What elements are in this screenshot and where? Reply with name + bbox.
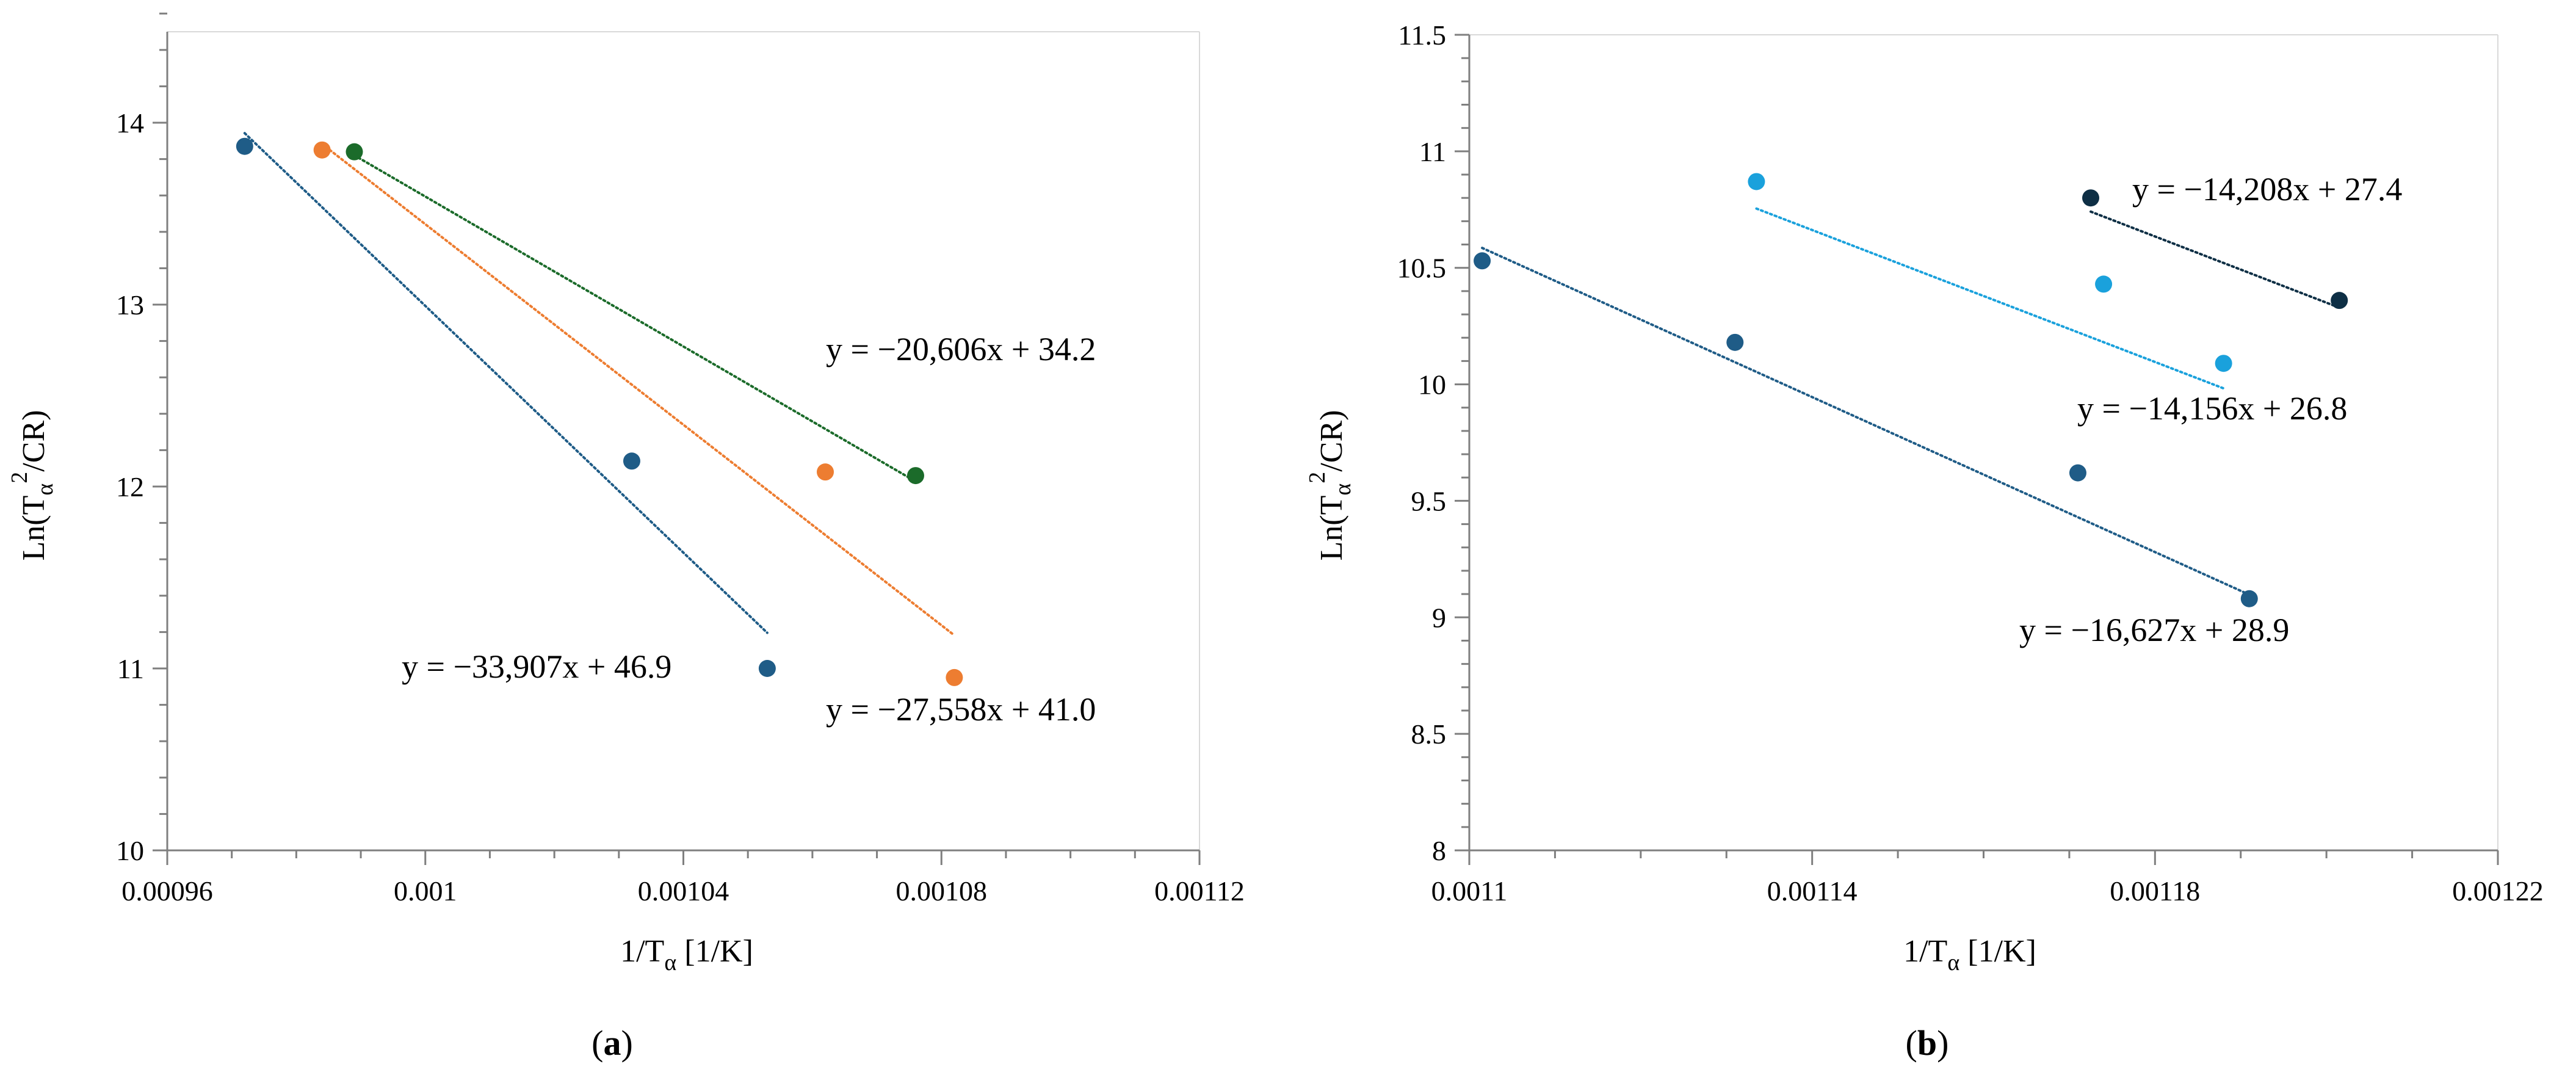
chart-a-points bbox=[236, 137, 963, 686]
chart-b-point-series-1 bbox=[1474, 252, 1491, 270]
chart-b-point-series-2 bbox=[2215, 355, 2232, 372]
chart-b-trendline-3 bbox=[2089, 210, 2341, 309]
chart-b-y-tick-label: 10.5 bbox=[1397, 253, 1447, 284]
chart-b-point-series-3 bbox=[2331, 292, 2348, 310]
chart-a-x-tick-label: 0.00112 bbox=[1154, 875, 1245, 907]
chart-panel-a: 0.00096 0.001 0.00104 0.00108 0.00112 10 11 12 1… bbox=[7, 12, 1245, 1063]
chart-a-y-tick-label: 14 bbox=[116, 107, 144, 139]
chart-b-y-tick-label: 8.5 bbox=[1411, 719, 1447, 750]
chart-b-point-series-2 bbox=[2095, 275, 2113, 293]
chart-a-point-series-3 bbox=[906, 467, 924, 485]
chart-b-x-axis-title: 1/Tα [1/K] bbox=[1903, 934, 2036, 976]
chart-a-point-series-2 bbox=[946, 668, 963, 686]
chart-a-point-series-2 bbox=[313, 141, 331, 159]
chart-a-point-series-1 bbox=[236, 137, 253, 155]
chart-b-point-series-3 bbox=[2082, 189, 2100, 207]
chart-a-trendlines bbox=[243, 132, 956, 637]
chart-b-y-axis-title: Ln(Tα2/CR) bbox=[1304, 410, 1356, 561]
chart-b-trendlines bbox=[1481, 207, 2341, 596]
chart-a-x-tick-label: 0.00104 bbox=[638, 875, 729, 907]
chart-a-tick-labels: 0.00096 0.001 0.00104 0.00108 0.00112 10 11 12 1… bbox=[116, 107, 1245, 907]
chart-a-axes bbox=[153, 12, 1201, 865]
chart-a-y-tick-label: 12 bbox=[116, 471, 144, 502]
chart-b-point-series-1 bbox=[1726, 333, 1744, 351]
chart-a-panel-label: (a) bbox=[592, 1023, 633, 1063]
chart-b-point-series-2 bbox=[1748, 173, 1765, 190]
chart-a-equation-3: y = −20,606x + 34.2 bbox=[826, 331, 1096, 367]
chart-b-panel-label: (b) bbox=[1906, 1023, 1949, 1063]
chart-b-y-tick-label: 9 bbox=[1432, 602, 1446, 633]
chart-a-x-tick-label: 0.00096 bbox=[121, 875, 213, 907]
chart-a-trendline-2 bbox=[320, 142, 956, 637]
chart-a-point-series-2 bbox=[817, 463, 834, 481]
chart-a-x-tick-label: 0.001 bbox=[394, 875, 457, 907]
chart-a-trendline-1 bbox=[243, 132, 769, 634]
chart-a-equation-1: y = −33,907x + 46.9 bbox=[402, 648, 671, 685]
chart-b-equation-3: y = −14,208x + 27.4 bbox=[2132, 171, 2402, 208]
chart-b-points bbox=[1474, 173, 2348, 607]
chart-b-x-tick-label: 0.00122 bbox=[2452, 875, 2544, 907]
chart-a-point-series-3 bbox=[346, 143, 363, 161]
chart-b-equation-1: y = −16,627x + 28.9 bbox=[2019, 612, 2289, 648]
chart-b-x-tick-label: 0.00114 bbox=[1767, 875, 1858, 907]
chart-b-trendline-1 bbox=[1481, 247, 2251, 596]
chart-b-equation-2: y = −14,156x + 26.8 bbox=[2077, 390, 2347, 427]
chart-b-point-series-1 bbox=[2240, 590, 2258, 607]
chart-b-point-series-1 bbox=[2069, 464, 2086, 482]
chart-b-y-tick-label: 9.5 bbox=[1411, 485, 1447, 516]
chart-a-point-series-1 bbox=[758, 660, 776, 677]
chart-b-y-tick-label: 8 bbox=[1432, 835, 1446, 866]
chart-b-y-tick-label: 11 bbox=[1419, 136, 1446, 167]
chart-a-point-series-1 bbox=[623, 452, 640, 470]
chart-a-y-axis-title: Ln(Tα2/CR) bbox=[7, 410, 58, 561]
chart-b-equations: y = −16,627x + 28.9 y = −14,156x + 26.8 y … bbox=[2019, 171, 2402, 648]
chart-a-equations: y = −33,907x + 46.9 y = −27,558x + 41.0 y … bbox=[402, 331, 1096, 728]
chart-a-y-tick-label: 13 bbox=[116, 289, 144, 320]
chart-b-x-tick-label: 0.0011 bbox=[1431, 875, 1508, 907]
chart-b-x-tick-label: 0.00118 bbox=[2110, 875, 2200, 907]
chart-a-y-tick-label: 11 bbox=[117, 653, 144, 684]
chart-b-trendline-2 bbox=[1755, 207, 2225, 390]
chart-a-equation-2: y = −27,558x + 41.0 bbox=[826, 691, 1096, 728]
chart-a-trendline-3 bbox=[353, 154, 917, 483]
chart-b-tick-labels: 0.0011 0.00114 0.00118 0.00122 8 8.5 9 9.5 10 10.… bbox=[1397, 20, 2544, 907]
chart-a-y-tick-label: 10 bbox=[116, 835, 144, 866]
chart-b-y-tick-label: 10 bbox=[1418, 369, 1446, 400]
chart-a-x-axis-title: 1/Tα [1/K] bbox=[620, 934, 753, 976]
chart-panel-b: 0.0011 0.00114 0.00118 0.00122 8 8.5 9 9.5 10 10.… bbox=[1304, 20, 2544, 1063]
chart-b-y-tick-label: 11.5 bbox=[1398, 20, 1446, 51]
chart-a-x-tick-label: 0.00108 bbox=[896, 875, 988, 907]
chart-b-axes bbox=[1455, 34, 2499, 865]
